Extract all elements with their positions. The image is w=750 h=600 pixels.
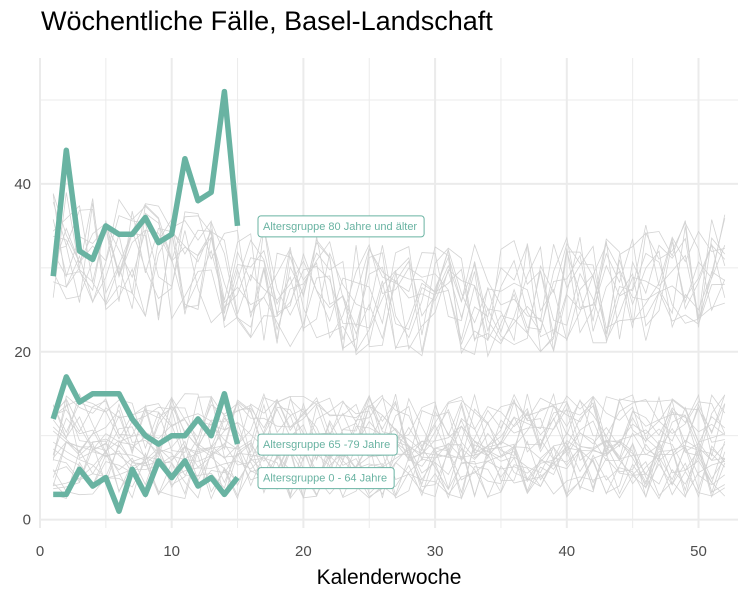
background-series-line [52, 198, 726, 353]
x-axis-title: Kalenderwoche [317, 566, 462, 589]
series-line-1 [50, 374, 241, 447]
y-axis-tick-labels: 0 20 40 [14, 176, 31, 529]
background-series-line [52, 440, 726, 499]
series-line-2 [53, 458, 240, 514]
annotation-0: Altersgruppe 80 Jahre und älter [257, 215, 425, 238]
background-series-line [52, 204, 726, 353]
annotation-box-1 [257, 433, 398, 456]
background-series-line [52, 211, 726, 352]
series-line-0 [50, 88, 241, 277]
x-tick-label: 10 [163, 543, 180, 560]
y-tick-label: 20 [14, 344, 31, 361]
background-series-line [52, 227, 726, 357]
background-series-line [52, 394, 726, 460]
background-series-line [52, 393, 725, 462]
y-tick-label: 0 [23, 512, 31, 529]
y-tick-label: 40 [14, 176, 31, 193]
annotation-label-0: Altersgruppe 80 Jahre und älter [263, 221, 417, 233]
series-annotations: Altersgruppe 80 Jahre und älter Altersgru… [257, 215, 425, 490]
background-series-line [53, 202, 726, 350]
x-tick-label: 30 [427, 543, 444, 560]
x-tick-label: 20 [295, 543, 312, 560]
background-series-line [53, 395, 725, 462]
annotation-label-2: Altersgruppe 0 - 64 Jahre [263, 473, 387, 485]
background-series-line [53, 215, 725, 339]
annotation-box-2 [257, 467, 395, 490]
x-axis-tick-labels: 0 10 20 30 40 50 [36, 543, 707, 560]
x-tick-label: 0 [36, 543, 44, 560]
annotation-1: Altersgruppe 65 -79 Jahre [257, 433, 398, 456]
annotation-box-0 [257, 215, 425, 238]
x-tick-label: 50 [690, 543, 707, 560]
annotation-label-1: Altersgruppe 65 -79 Jahre [263, 439, 390, 451]
annotation-2: Altersgruppe 0 - 64 Jahre [257, 467, 395, 490]
background-series-lines [52, 192, 726, 500]
highlighted-series-lines [50, 88, 241, 514]
background-series-line [53, 440, 726, 499]
x-tick-label: 40 [558, 543, 575, 560]
chart-title: Wöchentliche Fälle, Basel-Landschaft [41, 6, 493, 36]
background-series-line [52, 394, 726, 457]
